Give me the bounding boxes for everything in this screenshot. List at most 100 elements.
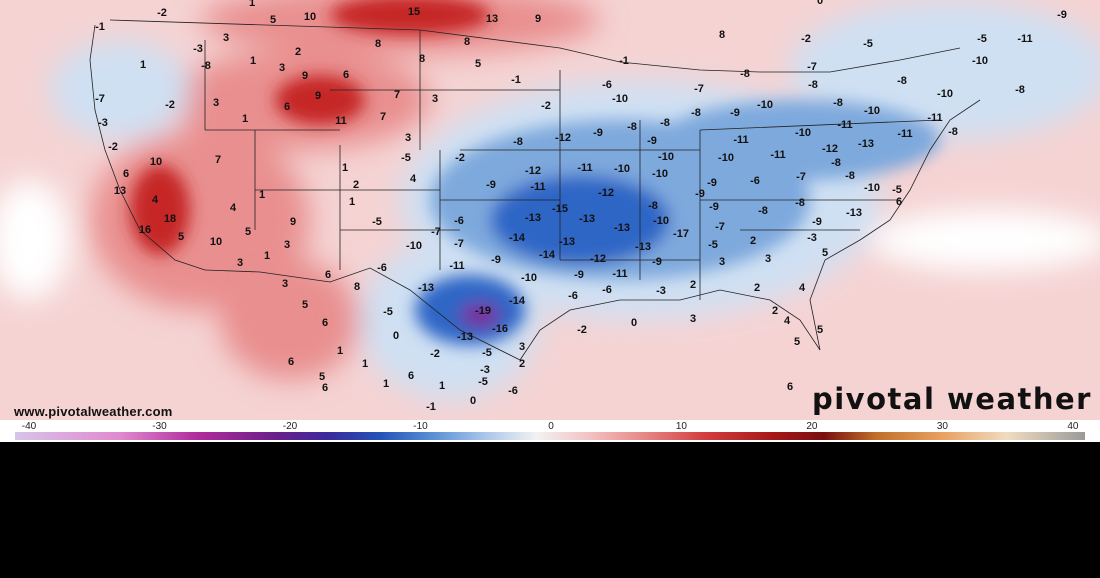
anomaly-value: 1 — [337, 345, 343, 357]
anomaly-value: 8 — [354, 281, 360, 293]
anomaly-value: 0 — [631, 317, 637, 329]
anomaly-value: -12 — [598, 187, 614, 199]
anomaly-value: -9 — [593, 127, 603, 139]
anomaly-value: -10 — [757, 99, 773, 111]
anomaly-value: 2 — [353, 179, 359, 191]
anomaly-value: -9 — [1057, 9, 1067, 21]
anomaly-value: 5 — [178, 231, 184, 243]
anomaly-value: 3 — [690, 313, 696, 325]
anomaly-value: -14 — [509, 232, 526, 244]
cool-core-greatlakes — [660, 100, 940, 180]
cold-core-texas — [460, 303, 500, 327]
anomaly-value: -6 — [508, 385, 518, 397]
anomaly-value: -5 — [892, 184, 902, 196]
anomaly-value: -6 — [602, 284, 612, 296]
anomaly-value: -9 — [574, 269, 584, 281]
anomaly-value: 6 — [284, 101, 290, 113]
anomaly-value: -13 — [614, 222, 630, 234]
anomaly-value: -5 — [372, 216, 382, 228]
anomaly-value: -10 — [658, 151, 674, 163]
anomaly-value: 9 — [535, 13, 541, 25]
anomaly-value: 1 — [362, 358, 368, 370]
anomaly-value: -13 — [635, 241, 651, 253]
anomaly-value: -10 — [864, 105, 880, 117]
anomaly-value: 3 — [719, 256, 725, 268]
colorbar-tick-label: -20 — [283, 421, 298, 432]
anomaly-value: -7 — [95, 93, 105, 105]
anomaly-value: -8 — [691, 107, 701, 119]
anomaly-value: 7 — [394, 89, 400, 101]
anomaly-value: -10 — [406, 240, 422, 252]
anomaly-value: -19 — [475, 305, 491, 317]
anomaly-value: -8 — [740, 68, 750, 80]
website-label: www.pivotalweather.com — [14, 404, 173, 419]
anomaly-value: 7 — [380, 111, 386, 123]
anomaly-value: -16 — [492, 323, 508, 335]
warm-core-north — [330, 0, 490, 35]
empty-black-area — [0, 442, 1100, 578]
anomaly-value: -12 — [555, 132, 571, 144]
anomaly-value: -1 — [619, 55, 629, 67]
anomaly-value: -8 — [808, 79, 818, 91]
anomaly-value: 8 — [719, 29, 725, 41]
anomaly-value: 1 — [140, 59, 146, 71]
anomaly-value: 2 — [295, 46, 301, 58]
anomaly-value: -2 — [577, 324, 587, 336]
anomaly-value: -5 — [863, 38, 873, 50]
anomaly-value: 5 — [319, 371, 325, 383]
anomaly-value: 1 — [250, 55, 256, 67]
anomaly-value: -10 — [521, 272, 537, 284]
anomaly-value: -7 — [796, 171, 806, 183]
anomaly-value: -9 — [647, 135, 657, 147]
anomaly-value: 5 — [302, 299, 308, 311]
anomaly-value: 3 — [282, 278, 288, 290]
anomaly-value: -8 — [795, 197, 805, 209]
anomaly-value: -11 — [612, 268, 627, 280]
anomaly-value: -10 — [795, 127, 811, 139]
anomaly-value: -2 — [541, 100, 551, 112]
anomaly-value: -11 — [1017, 33, 1032, 45]
anomaly-value: -1 — [511, 74, 521, 86]
anomaly-value: 1 — [249, 0, 255, 9]
anomaly-value: 10 — [210, 236, 222, 248]
anomaly-value: -13 — [457, 331, 473, 343]
state-line-2 — [205, 119, 941, 261]
anomaly-value: -10 — [652, 168, 668, 180]
boundary-lines — [89, 19, 981, 361]
anomaly-value: 9 — [290, 216, 296, 228]
anomaly-value: 1 — [439, 380, 445, 392]
anomaly-value: 0 — [470, 395, 476, 407]
anomaly-value: 3 — [405, 132, 411, 144]
anomaly-value: -10 — [718, 152, 734, 164]
anomaly-value: -13 — [418, 282, 434, 294]
anomaly-value: -13 — [579, 213, 595, 225]
anomaly-value: -8 — [627, 121, 637, 133]
anomaly-value: -6 — [568, 290, 578, 302]
brand-watermark: pivotal weather — [811, 382, 1092, 416]
anomaly-value: -3 — [480, 364, 490, 376]
anomaly-value: 18 — [164, 213, 176, 225]
anomaly-value: -11 — [897, 128, 912, 140]
anomaly-value: -3 — [193, 43, 203, 55]
anomaly-value: 6 — [322, 317, 328, 329]
neutral-region-atlantic — [870, 210, 1100, 270]
colorbar-tick-label: 20 — [806, 421, 818, 432]
colorbar-tick-label: 30 — [937, 421, 949, 432]
anomaly-value: 4 — [799, 282, 806, 294]
gulf-coast-outline — [519, 289, 821, 361]
anomaly-value: -5 — [708, 239, 718, 251]
anomaly-value: 6 — [123, 168, 129, 180]
anomaly-value: -17 — [673, 228, 689, 240]
colorbar-tick-label: 10 — [676, 421, 688, 432]
anomaly-value: 5 — [817, 324, 823, 336]
anomaly-value: 5 — [822, 247, 828, 259]
warm-core-wyoming — [275, 75, 365, 125]
anomaly-value: -11 — [530, 181, 545, 193]
colorbar-tick-label: 0 — [548, 421, 554, 432]
anomaly-value: -12 — [590, 253, 606, 265]
anomaly-value: -10 — [614, 163, 630, 175]
anomaly-value: 2 — [772, 305, 778, 317]
anomaly-value: 2 — [519, 358, 525, 370]
anomaly-value: -11 — [770, 149, 785, 161]
west-coast-outline — [89, 24, 206, 271]
